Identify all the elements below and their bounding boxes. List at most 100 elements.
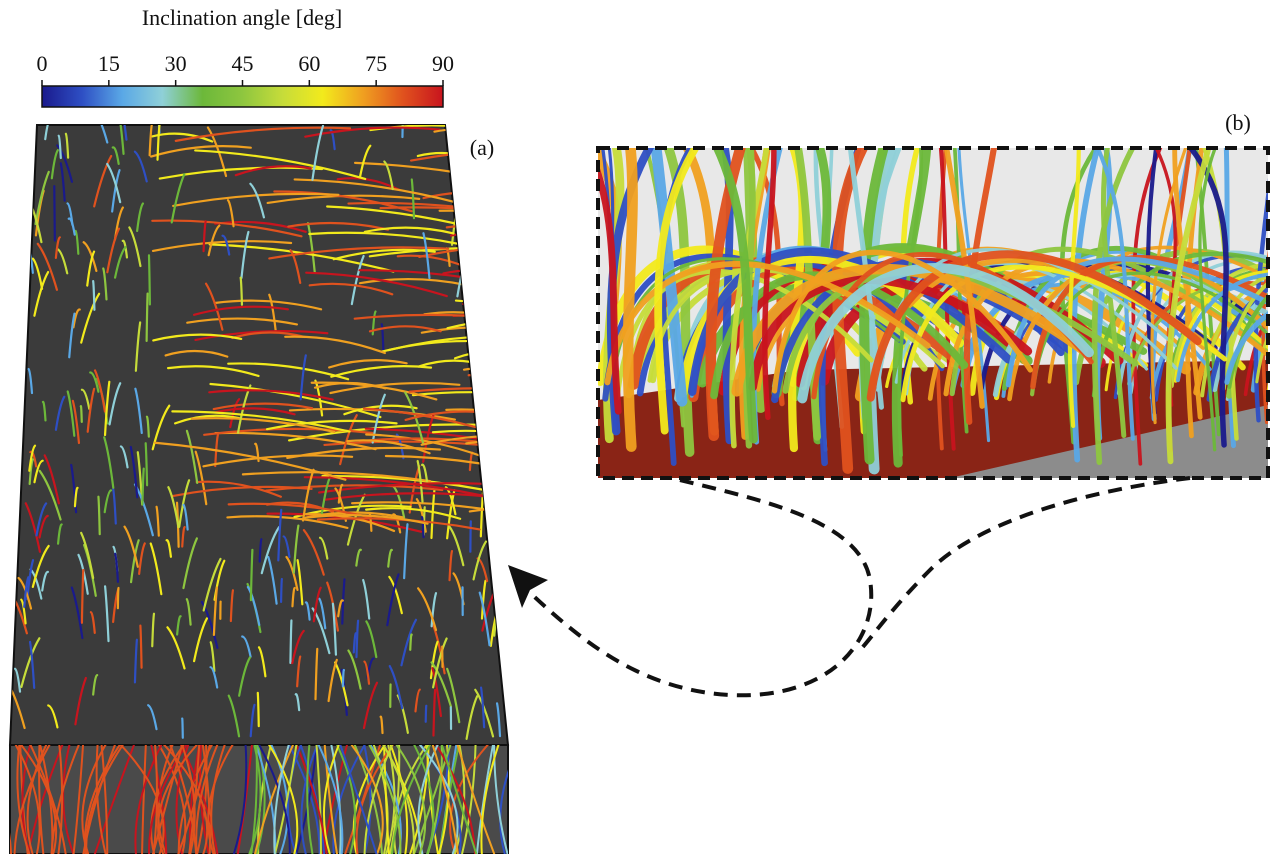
field-line [164,349,229,358]
field-line [288,423,477,442]
field-line [209,641,216,673]
field-line [341,578,346,625]
field-line [210,745,226,854]
field-line [296,655,302,688]
field-lines [10,745,508,854]
field-line [112,487,117,525]
field-line [480,579,487,620]
field-line [258,745,291,854]
field-line [395,745,427,854]
field-line [353,161,508,191]
field-line [460,207,508,222]
field-line [400,618,418,667]
field-line [68,312,76,359]
field-line [212,402,314,411]
field-line [111,146,120,165]
field-line [83,745,121,854]
field-line [100,745,109,854]
field-line [139,624,143,669]
field-line [352,632,358,654]
field-line [371,393,386,444]
field-line [134,321,142,372]
field-line [92,673,99,696]
field-line [306,514,429,525]
field-line [382,745,415,854]
field-line [387,548,393,568]
field-line [23,576,30,608]
field-line [256,691,260,728]
field-line [339,745,378,854]
field-line [311,607,331,655]
field-line [133,638,138,684]
field-line [314,647,319,701]
field-line [202,454,354,468]
field-line [74,229,80,255]
field-line [28,444,37,472]
field-line [38,745,45,854]
field-line [282,535,291,559]
field-line [257,646,267,678]
field-line [59,162,66,202]
field-line [182,537,198,590]
field-line [24,502,42,553]
field-line [499,769,508,854]
field-line [622,148,638,452]
field-line [797,263,1094,404]
field-line [300,745,319,854]
field-line [365,433,488,459]
field-line [31,257,44,290]
field-line [329,129,336,151]
field-line [152,745,158,854]
field-line [322,745,340,854]
field-line [388,575,403,615]
field-line [227,694,241,738]
field-line [106,227,121,274]
field-line [292,524,300,574]
field-line [93,154,113,208]
field-line [80,531,95,580]
colorbar-title: Inclination angle [deg] [142,5,342,30]
field-line [362,681,379,730]
field-line [654,148,700,435]
field-line [265,419,398,431]
colorbar-tick-label: 30 [165,51,187,76]
field-line [202,220,207,253]
field-line [20,637,41,689]
field-line [178,479,191,528]
field-line [475,745,494,854]
field-line [102,267,108,301]
field-line [471,350,508,365]
field-line [50,149,59,180]
field-line [1243,312,1268,397]
field-line [241,471,432,483]
field-line [119,125,128,141]
field-line [162,745,209,854]
field-line [190,417,336,434]
field-line [54,395,66,431]
field-line [277,508,283,562]
field-line [97,495,101,536]
field-line [358,269,508,291]
field-line [170,173,186,224]
field-line [286,446,442,459]
field-line [155,505,160,537]
field-line [238,656,252,697]
field-line [332,248,436,261]
field-line [14,745,41,854]
field-line [440,745,478,854]
field-line [267,745,299,854]
field-lines [598,148,1268,475]
field-line [472,540,488,581]
field-line [72,308,81,329]
field-line [488,531,499,570]
field-line [279,577,283,604]
field-line [20,262,28,301]
field-line [151,132,214,143]
field-line [92,279,96,311]
field-line [468,506,508,516]
field-line [293,178,462,205]
field-line [487,377,508,388]
field-line [103,489,113,514]
field-line [119,445,129,469]
field-line [479,686,486,729]
